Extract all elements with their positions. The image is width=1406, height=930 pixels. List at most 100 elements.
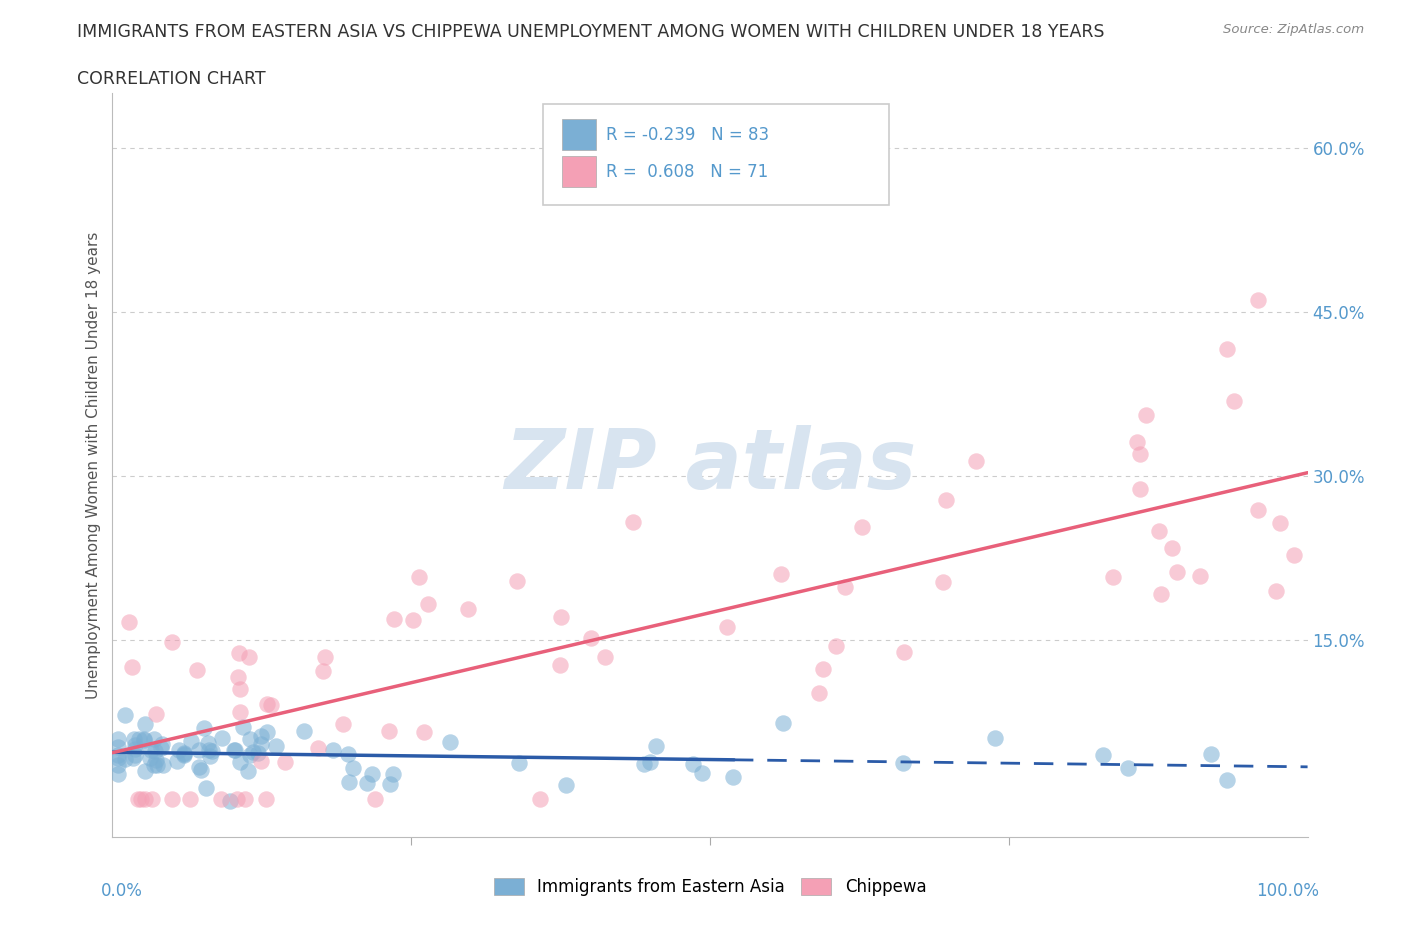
Point (337, 747, 360, 762)
Point (935, 493, 957, 508)
Y-axis label: Unemployment Among Women with Children Under 18 years: Unemployment Among Women with Children U… (86, 232, 101, 698)
Point (229, 754, 252, 769)
Point (834, 579, 856, 594)
Point (145, 752, 167, 767)
Point (1135, 408, 1157, 423)
Point (363, 791, 385, 806)
Point (807, 685, 830, 700)
Point (770, 566, 793, 581)
Point (141, 742, 163, 757)
Point (166, 754, 188, 769)
Point (723, 770, 745, 785)
Point (145, 707, 167, 722)
Point (402, 613, 425, 628)
Point (851, 520, 873, 535)
Point (142, 732, 165, 747)
Point (292, 724, 315, 738)
Point (1215, 342, 1237, 357)
Point (439, 735, 461, 750)
Point (984, 731, 1007, 746)
Point (179, 791, 201, 806)
Point (114, 751, 136, 766)
Text: 0.0%: 0.0% (101, 882, 142, 899)
Point (143, 758, 166, 773)
Point (1126, 435, 1149, 450)
Point (188, 743, 211, 758)
Text: IMMIGRANTS FROM EASTERN ASIA VS CHIPPEWA UNEMPLOYMENT AMONG WOMEN WITH CHILDREN : IMMIGRANTS FROM EASTERN ASIA VS CHIPPEWA… (77, 23, 1105, 41)
Point (621, 514, 644, 529)
Point (129, 791, 152, 806)
Point (550, 658, 572, 672)
Point (1129, 446, 1152, 461)
Point (134, 731, 156, 746)
Point (197, 736, 219, 751)
Point (1247, 502, 1270, 517)
Text: R = -0.239   N = 83: R = -0.239 N = 83 (606, 126, 769, 143)
Point (1129, 481, 1152, 496)
Point (274, 754, 297, 769)
Point (529, 791, 551, 806)
Point (256, 697, 278, 711)
Point (1092, 748, 1115, 763)
Point (150, 737, 173, 751)
Point (312, 663, 335, 678)
Point (209, 791, 232, 806)
Point (416, 596, 439, 611)
Point (139, 751, 162, 765)
Point (825, 639, 848, 654)
Point (124, 747, 146, 762)
Point (134, 764, 156, 778)
Point (173, 747, 195, 762)
Point (226, 791, 249, 806)
Point (506, 574, 529, 589)
FancyBboxPatch shape (562, 156, 596, 188)
Point (127, 791, 149, 806)
Point (232, 720, 254, 735)
Point (813, 661, 835, 676)
Point (229, 705, 252, 720)
Point (1118, 761, 1140, 776)
Point (238, 650, 260, 665)
Point (121, 659, 143, 674)
Text: CORRELATION CHART: CORRELATION CHART (77, 70, 266, 87)
Point (107, 751, 129, 765)
Point (260, 698, 283, 712)
Point (211, 730, 233, 745)
Point (239, 731, 262, 746)
Point (239, 748, 262, 763)
Text: ZIP atlas: ZIP atlas (503, 424, 917, 506)
Point (128, 731, 150, 746)
Point (581, 631, 603, 645)
Point (224, 743, 246, 758)
Point (264, 738, 287, 753)
Point (682, 757, 704, 772)
Point (122, 732, 145, 747)
Point (690, 765, 713, 780)
Point (378, 724, 401, 738)
Point (250, 729, 273, 744)
Point (550, 609, 572, 624)
Point (1282, 548, 1305, 563)
Point (250, 737, 273, 751)
Point (633, 757, 655, 772)
Point (149, 740, 172, 755)
Point (141, 791, 163, 806)
Point (197, 742, 219, 757)
Point (382, 766, 405, 781)
Point (593, 650, 616, 665)
Point (107, 731, 129, 746)
Point (143, 744, 166, 759)
Point (193, 721, 215, 736)
Point (1247, 293, 1270, 308)
FancyBboxPatch shape (562, 119, 596, 151)
Point (337, 775, 360, 790)
Point (218, 793, 240, 808)
Text: 100.0%: 100.0% (1257, 882, 1320, 899)
Point (114, 707, 136, 722)
Point (555, 777, 578, 792)
Point (508, 756, 530, 771)
Point (233, 791, 256, 806)
Point (180, 734, 202, 749)
Point (146, 758, 169, 773)
Point (107, 758, 129, 773)
